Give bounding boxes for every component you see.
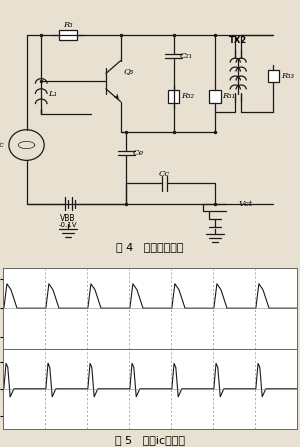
Text: -0.1V: -0.1V	[58, 222, 77, 228]
Text: R₃: R₃	[63, 21, 73, 29]
Text: 图 4   功率放大电路: 图 4 功率放大电路	[116, 242, 184, 252]
Text: Ce: Ce	[132, 149, 144, 157]
Bar	[209, 90, 220, 103]
Text: Vc: Vc	[0, 141, 4, 149]
Bar	[59, 30, 76, 40]
Text: R₃₁: R₃₁	[222, 93, 235, 101]
Bar	[268, 70, 279, 82]
Text: R₃₂: R₃₂	[181, 93, 194, 101]
Text: 图 5   电流ic波形图: 图 5 电流ic波形图	[115, 435, 185, 445]
Text: Cc: Cc	[159, 170, 170, 178]
Text: VBB: VBB	[60, 214, 75, 223]
Text: L₁: L₁	[49, 90, 58, 98]
Text: TX2: TX2	[229, 36, 247, 45]
Text: R₃₃: R₃₃	[281, 72, 294, 80]
Bar	[168, 90, 179, 103]
Text: Q₃: Q₃	[124, 67, 134, 75]
Text: C₂₁: C₂₁	[179, 51, 193, 59]
Text: Vct: Vct	[238, 200, 252, 208]
